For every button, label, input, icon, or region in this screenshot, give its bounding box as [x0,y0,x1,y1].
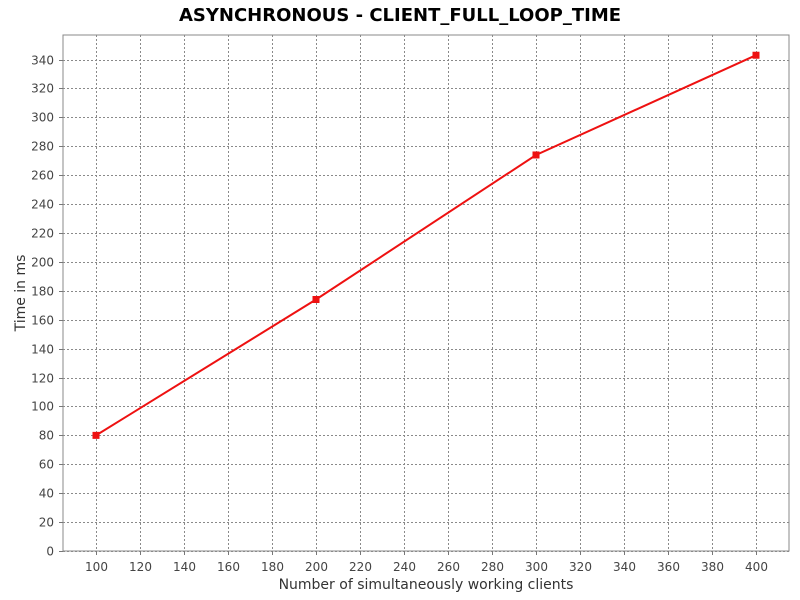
x-tick-label: 160 [217,560,240,574]
chart-title: ASYNCHRONOUS - CLIENT_FULL_LOOP_TIME [179,5,621,26]
y-tick-label: 240 [31,198,54,212]
data-point [312,296,320,304]
x-tick-label: 200 [305,560,328,574]
plot-area [62,34,790,552]
data-point [752,51,760,59]
x-tick-label: 120 [129,560,152,574]
x-tick-label: 320 [569,560,592,574]
y-tick-label: 260 [31,169,54,183]
x-tick-label: 220 [349,560,372,574]
x-tick-label: 280 [481,560,504,574]
y-tick-label: 320 [31,82,54,96]
y-axis-ticks: 0 20 40 60 80 100 120 140 160 180 200 220 240 260 280 3… [31,54,63,559]
y-tick-label: 160 [31,314,54,328]
x-tick-label: 180 [261,560,284,574]
x-tick-label: 360 [657,560,680,574]
y-tick-label: 80 [39,429,54,443]
series-line [95,54,757,437]
x-tick-label: 240 [393,560,416,574]
y-tick-label: 200 [31,256,54,270]
data-point [532,151,540,159]
x-axis-label: Number of simultaneously working clients [279,577,574,593]
x-axis-ticks: 100 120 140 160 180 200 220 240 260 280 300 320 340 3… [85,551,768,574]
y-tick-label: 340 [31,54,54,68]
x-tick-label: 300 [525,560,548,574]
y-tick-label: 180 [31,285,54,299]
x-tick-label: 400 [745,560,768,574]
y-axis-label: Time in ms [13,255,29,333]
y-tick-label: 220 [31,227,54,241]
x-tick-label: 140 [173,560,196,574]
x-tick-label: 260 [437,560,460,574]
y-tick-label: 140 [31,343,54,357]
x-tick-label: 380 [701,560,724,574]
x-tick-label: 340 [613,560,636,574]
y-tick-label: 0 [46,545,54,559]
series-group [92,51,760,439]
y-tick-label: 60 [39,458,54,472]
y-tick-label: 300 [31,111,54,125]
y-tick-label: 40 [39,487,54,501]
data-point [92,431,100,439]
y-tick-label: 280 [31,140,54,154]
y-tick-label: 120 [31,372,54,386]
y-tick-label: 100 [31,400,54,414]
y-tick-label: 20 [39,516,54,530]
x-tick-label: 100 [85,560,108,574]
